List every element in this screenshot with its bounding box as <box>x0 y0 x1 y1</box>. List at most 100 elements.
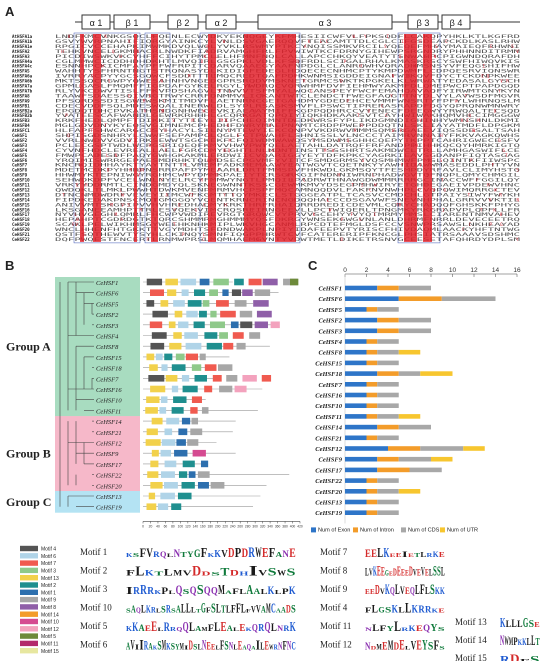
gene-label: CeHSF22 <box>315 478 342 485</box>
similar-residue: E <box>466 118 469 123</box>
logo-letter: K <box>440 586 445 597</box>
similar-residue: P <box>418 187 421 192</box>
motif-box <box>174 449 188 457</box>
motif-box <box>151 417 163 425</box>
similar-residue: W <box>353 34 356 39</box>
similar-residue: P <box>218 168 221 173</box>
motif-box <box>254 321 268 329</box>
logo-letter: Q <box>211 586 218 597</box>
similar-residue: K <box>272 148 275 153</box>
logo-letter: E <box>397 564 401 579</box>
similar-residue: V <box>75 222 78 227</box>
gene-label: CeHSF16 <box>96 387 122 394</box>
logo-letter: L <box>167 554 175 559</box>
group-label: Group A <box>6 340 51 354</box>
similar-residue: H <box>359 64 362 69</box>
similar-residue: L <box>269 148 272 153</box>
motif-box <box>234 278 244 286</box>
logo-letter: R <box>283 624 290 633</box>
similar-residue: D <box>201 59 204 64</box>
logo-letter: L <box>365 567 369 579</box>
similar-residue: V <box>137 173 140 178</box>
logo-letter: E <box>390 553 397 559</box>
similar-residue: K <box>313 212 316 217</box>
logo-letter: S <box>157 639 161 653</box>
similar-residue: H <box>164 128 167 133</box>
logo-letter: F <box>434 638 439 653</box>
logo-letter: E <box>365 587 370 596</box>
similar-residue: S <box>172 118 175 123</box>
legend-swatch <box>20 596 38 603</box>
similar-residue: D <box>340 79 343 84</box>
logo-letter: I <box>184 645 189 652</box>
similar-residue: Q <box>98 108 101 113</box>
sequence-name: CeHSF10 <box>12 178 30 183</box>
logo-letter: L <box>271 620 277 634</box>
bar-segment <box>398 371 421 376</box>
bar-segment <box>345 478 367 483</box>
logo-letter: E <box>396 552 402 559</box>
similar-residue: T <box>468 192 471 197</box>
logo-letter: R <box>133 586 140 597</box>
similar-residue: F <box>252 207 255 212</box>
logo-letter: L <box>214 620 220 634</box>
similar-residue: A <box>473 128 476 133</box>
gene-label: CeHSF4 <box>96 334 119 341</box>
logo-letter: K <box>522 637 526 647</box>
logo-letter: T <box>196 609 201 615</box>
similar-residue: P <box>146 237 149 242</box>
bar-segment <box>409 467 442 473</box>
similar-residue: M <box>221 118 224 123</box>
logo-letter: S <box>438 626 445 633</box>
gene-label: CeHSF3 <box>319 328 343 335</box>
similar-residue: I <box>387 34 390 39</box>
similar-residue: D <box>368 108 371 113</box>
conserved-region-outline <box>73 32 141 244</box>
similar-residue: M <box>188 74 191 79</box>
legend-swatch <box>20 633 38 639</box>
legend-swatch <box>20 545 38 552</box>
similar-residue: W <box>79 163 82 168</box>
similar-residue: W <box>160 79 163 84</box>
logo-letter: F <box>365 607 372 615</box>
bar-segment <box>345 510 367 515</box>
similar-residue: C <box>445 39 448 44</box>
sequence-name: AtHSFB4 <box>12 123 30 128</box>
logo-letter: R <box>258 623 264 634</box>
similar-residue: R <box>354 128 357 133</box>
bar-segment <box>377 478 399 483</box>
motif-box <box>206 342 222 350</box>
similar-residue: C <box>381 103 384 108</box>
similar-residue: W <box>413 64 416 69</box>
similar-residue: W <box>287 173 290 178</box>
similar-residue: A <box>278 148 281 153</box>
similar-residue: A <box>304 44 307 49</box>
logo-letter: K <box>385 582 390 598</box>
similar-residue: P <box>344 59 347 64</box>
similar-residue: H <box>61 49 64 54</box>
similar-residue: Q <box>138 168 141 173</box>
logo-letter: S <box>433 564 437 580</box>
similar-residue: A <box>428 158 431 163</box>
x-tick-label: 14 <box>492 267 500 274</box>
similar-residue: N <box>115 153 118 158</box>
similar-residue: S <box>148 143 151 148</box>
logo-letter: S <box>183 588 190 596</box>
legend-label: Motif 6 <box>41 554 56 560</box>
logo-letter: I <box>135 643 139 652</box>
legend-label: Motif 3 <box>41 569 56 575</box>
motif-box <box>192 449 206 457</box>
logo-letter: Q <box>136 607 141 615</box>
scale-tick-label: 320 <box>260 524 266 528</box>
logo-letter: V <box>369 567 373 579</box>
similar-residue: T <box>396 202 399 207</box>
similar-residue: E <box>481 74 484 79</box>
motif-box <box>181 375 190 382</box>
logo-letter: L <box>241 602 246 616</box>
sequence-name: CeHSF1 <box>12 133 28 138</box>
similar-residue: I <box>148 93 151 98</box>
logo-letter: W <box>504 634 508 648</box>
logo-letter: L <box>181 602 186 616</box>
gene-label: CeHSF12 <box>315 446 342 453</box>
motif-box <box>180 278 197 286</box>
